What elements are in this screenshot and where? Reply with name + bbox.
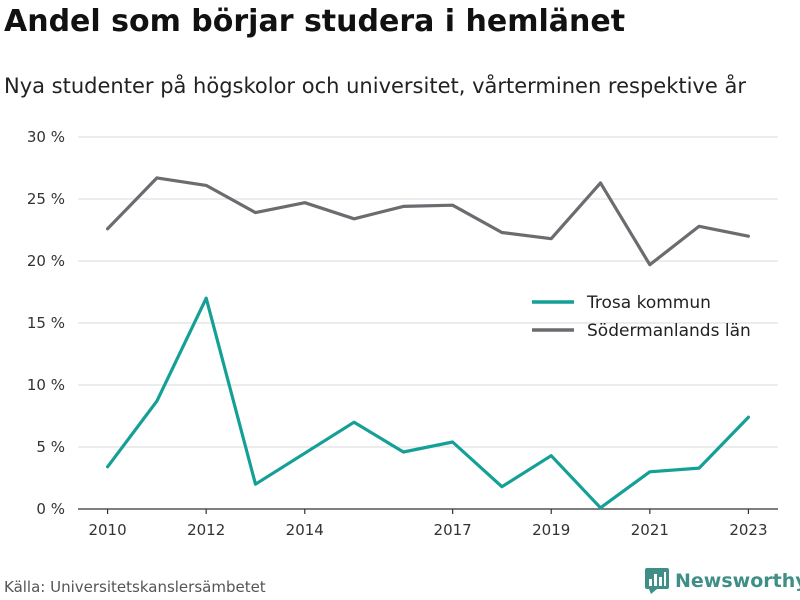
- legend-label-0: Trosa kommun: [586, 293, 711, 313]
- x-tick-label: 2021: [631, 521, 669, 539]
- series-line-1: [105, 176, 751, 267]
- y-tick-label: 0 %: [36, 500, 65, 518]
- y-tick-label: 5 %: [36, 438, 65, 456]
- y-tick-label: 30 %: [27, 128, 65, 146]
- brand-logo: Newsworthy: [645, 568, 800, 594]
- x-tick-label: 2019: [532, 521, 570, 539]
- gridlines: [78, 136, 778, 448]
- y-tick-label: 15 %: [27, 314, 65, 332]
- x-tick-label: 2014: [286, 521, 324, 539]
- y-tick-label: 25 %: [27, 190, 65, 208]
- x-tick-label: 2023: [729, 521, 767, 539]
- source-note: Källa: Universitetskanslersämbetet: [4, 578, 266, 596]
- x-tick-label: 2010: [88, 521, 126, 539]
- x-tick-label: 2017: [434, 521, 472, 539]
- brand-name: Newsworthy: [675, 570, 800, 592]
- y-tick-label: 10 %: [27, 376, 65, 394]
- legend: Trosa kommun Södermanlands län: [532, 293, 751, 341]
- x-tick-label: 2012: [187, 521, 225, 539]
- chart-subtitle: Nya studenter på högskolor och universit…: [4, 74, 746, 98]
- y-tick-label: 20 %: [27, 252, 65, 270]
- legend-label-1: Södermanlands län: [587, 321, 751, 341]
- bar-chart-logo-icon: [645, 568, 669, 594]
- series-lines: [105, 176, 751, 510]
- axes: 0 % 5 % 10 % 15 % 20 % 25 % 30 % 2010 2012 2014 20…: [27, 128, 778, 539]
- chart-title: Andel som börjar studera i hemlänet: [4, 4, 626, 39]
- series-line-0: [105, 296, 751, 510]
